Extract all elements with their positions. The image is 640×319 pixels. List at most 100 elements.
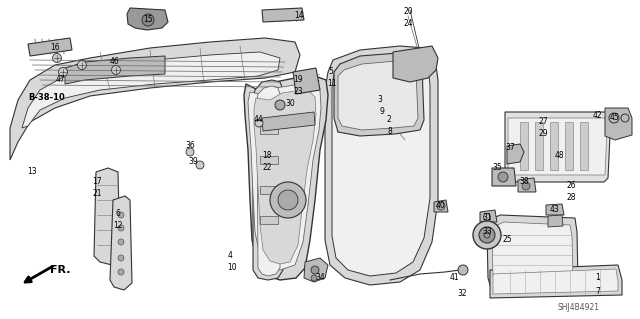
Text: 44: 44 — [253, 115, 263, 124]
Text: 1: 1 — [596, 273, 600, 283]
Polygon shape — [507, 144, 524, 164]
Polygon shape — [10, 38, 300, 160]
Polygon shape — [262, 112, 315, 131]
Text: 17: 17 — [92, 177, 102, 187]
Polygon shape — [257, 86, 280, 276]
Polygon shape — [487, 215, 578, 292]
Polygon shape — [490, 265, 622, 298]
Text: 13: 13 — [27, 167, 37, 176]
Polygon shape — [28, 38, 72, 56]
Polygon shape — [304, 258, 328, 282]
Circle shape — [255, 119, 263, 127]
Polygon shape — [520, 122, 528, 170]
Circle shape — [437, 202, 445, 210]
Text: 42: 42 — [592, 110, 602, 120]
Text: 36: 36 — [185, 140, 195, 150]
Circle shape — [522, 182, 530, 190]
Circle shape — [311, 275, 317, 281]
Text: 2: 2 — [387, 115, 392, 124]
Text: 3: 3 — [378, 95, 383, 105]
Polygon shape — [493, 269, 618, 294]
Text: 46: 46 — [110, 57, 120, 66]
Circle shape — [270, 182, 306, 218]
Text: 5: 5 — [328, 68, 333, 77]
Polygon shape — [293, 68, 320, 94]
Text: FR.: FR. — [50, 265, 70, 275]
Text: 29: 29 — [538, 130, 548, 138]
Polygon shape — [605, 108, 632, 140]
Text: 12: 12 — [113, 220, 123, 229]
Text: 41: 41 — [449, 273, 459, 283]
Text: 20: 20 — [403, 8, 413, 17]
Text: 24: 24 — [403, 19, 413, 28]
Polygon shape — [260, 156, 278, 164]
Polygon shape — [548, 215, 563, 227]
Polygon shape — [480, 210, 497, 222]
Polygon shape — [546, 204, 564, 215]
Text: 4: 4 — [228, 250, 232, 259]
Text: 47: 47 — [55, 76, 65, 85]
Circle shape — [609, 113, 619, 123]
Text: 25: 25 — [502, 235, 512, 244]
Text: 16: 16 — [50, 43, 60, 53]
Text: 34: 34 — [315, 273, 325, 283]
Polygon shape — [535, 122, 543, 170]
Text: 37: 37 — [505, 144, 515, 152]
Circle shape — [142, 14, 154, 26]
Text: 22: 22 — [262, 162, 272, 172]
Text: 26: 26 — [566, 181, 576, 189]
Circle shape — [621, 114, 629, 122]
Polygon shape — [518, 178, 536, 192]
Text: 48: 48 — [554, 151, 564, 160]
Polygon shape — [244, 76, 328, 280]
Text: 7: 7 — [596, 286, 600, 295]
Polygon shape — [505, 112, 610, 182]
Circle shape — [118, 269, 124, 275]
Polygon shape — [565, 122, 573, 170]
Polygon shape — [94, 168, 120, 265]
Polygon shape — [253, 80, 283, 280]
Circle shape — [111, 65, 120, 75]
Text: 28: 28 — [566, 194, 576, 203]
Polygon shape — [508, 118, 607, 175]
Text: 10: 10 — [227, 263, 237, 272]
Polygon shape — [262, 8, 304, 22]
Text: 30: 30 — [285, 99, 295, 108]
Text: 18: 18 — [262, 151, 272, 160]
Circle shape — [52, 54, 61, 63]
Text: 31: 31 — [482, 213, 492, 222]
Text: 27: 27 — [538, 117, 548, 127]
Polygon shape — [325, 46, 438, 285]
Circle shape — [118, 255, 124, 261]
Polygon shape — [393, 46, 438, 82]
Text: 23: 23 — [293, 87, 303, 97]
Circle shape — [275, 100, 285, 110]
Text: 9: 9 — [380, 108, 385, 116]
Text: 11: 11 — [327, 79, 337, 88]
Polygon shape — [492, 168, 516, 186]
Text: B-38-10: B-38-10 — [28, 93, 65, 102]
Polygon shape — [492, 222, 573, 285]
Text: 33: 33 — [482, 227, 492, 236]
Circle shape — [278, 190, 298, 210]
Circle shape — [458, 265, 468, 275]
Circle shape — [58, 68, 67, 77]
Polygon shape — [580, 122, 588, 170]
Text: 35: 35 — [492, 164, 502, 173]
Polygon shape — [110, 196, 132, 290]
Text: 45: 45 — [610, 114, 620, 122]
Circle shape — [118, 225, 124, 231]
Polygon shape — [550, 122, 558, 170]
Polygon shape — [127, 8, 168, 30]
Polygon shape — [65, 56, 165, 84]
Polygon shape — [334, 53, 424, 136]
Polygon shape — [254, 90, 316, 264]
Polygon shape — [260, 126, 278, 134]
Text: 19: 19 — [293, 76, 303, 85]
Text: SHJ4B4921: SHJ4B4921 — [557, 303, 599, 313]
Text: 14: 14 — [294, 11, 304, 20]
Polygon shape — [260, 186, 278, 194]
Circle shape — [473, 221, 501, 249]
Circle shape — [196, 161, 204, 169]
Circle shape — [118, 212, 124, 218]
